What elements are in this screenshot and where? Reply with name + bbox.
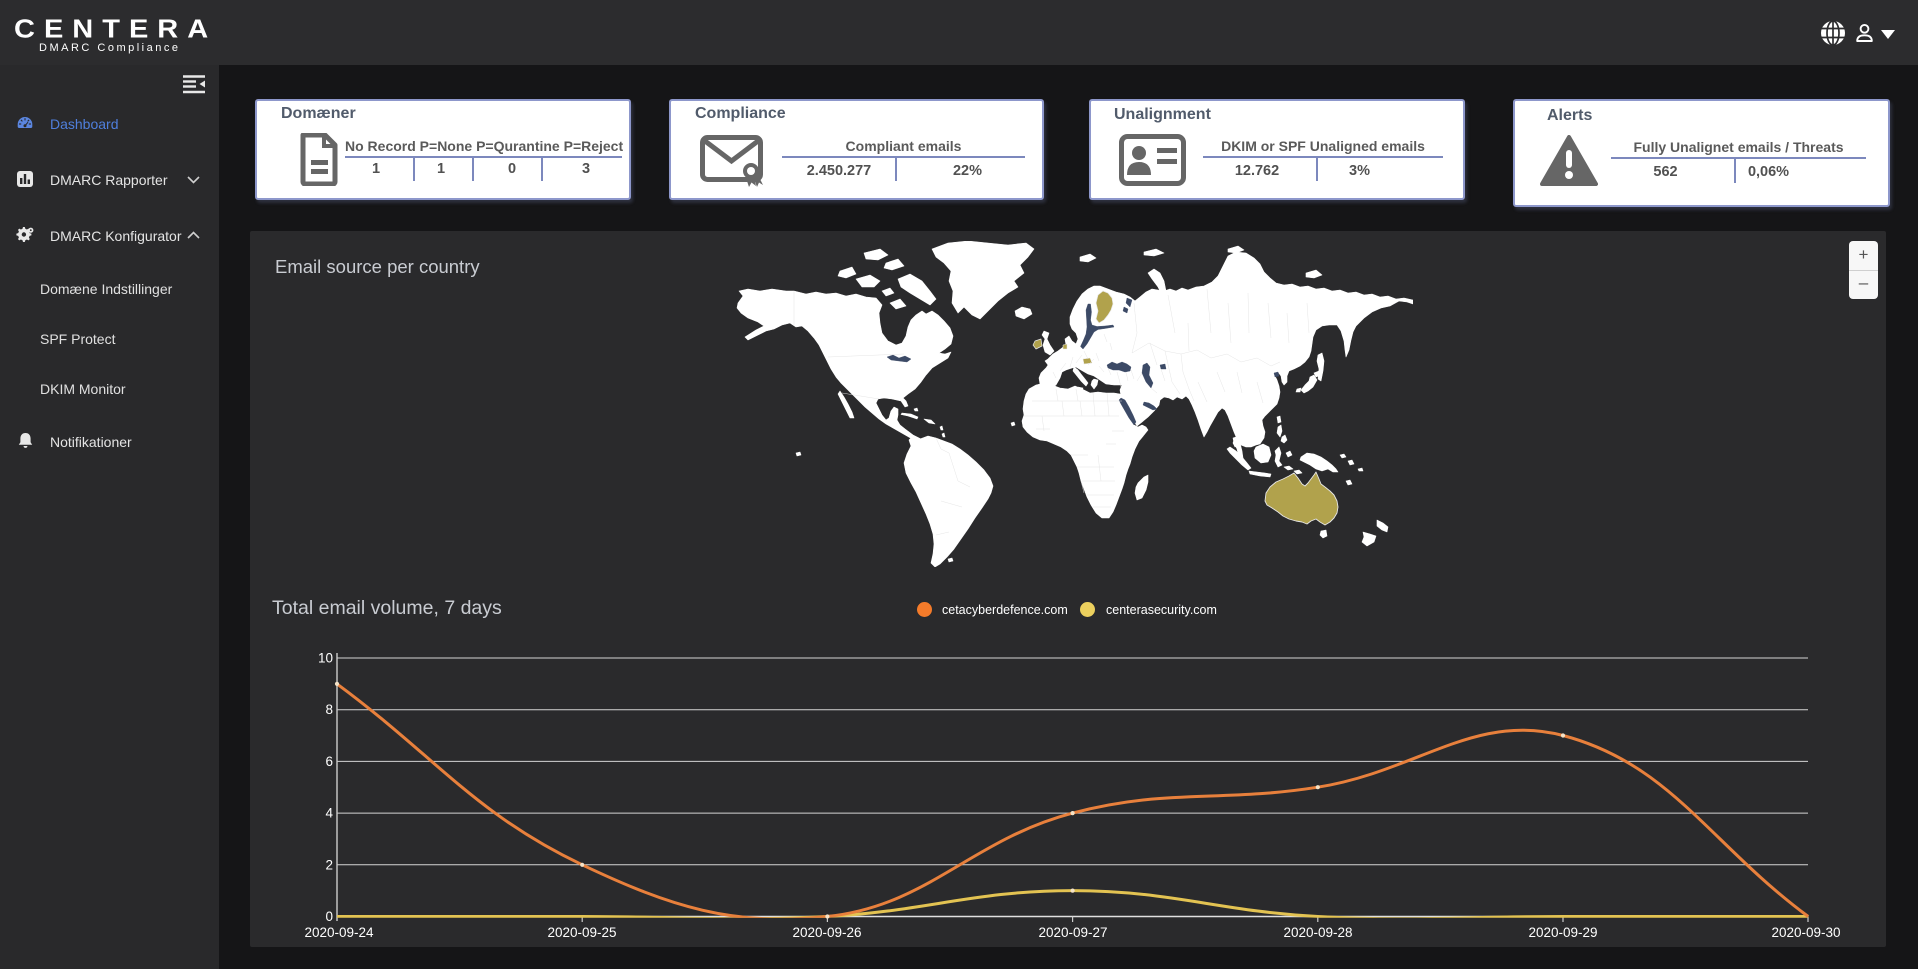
svg-text:2020-09-30: 2020-09-30 [1771,925,1840,940]
svg-text:2020-09-27: 2020-09-27 [1038,925,1107,940]
svg-text:2020-09-26: 2020-09-26 [792,925,861,940]
svg-text:6: 6 [325,754,333,769]
svg-text:2020-09-28: 2020-09-28 [1283,925,1352,940]
svg-text:2020-09-25: 2020-09-25 [547,925,616,940]
svg-text:8: 8 [325,702,333,717]
svg-text:4: 4 [325,806,333,821]
svg-text:2020-09-29: 2020-09-29 [1528,925,1597,940]
svg-text:0: 0 [325,909,333,924]
svg-text:2: 2 [325,857,333,872]
svg-text:2020-09-24: 2020-09-24 [304,925,374,940]
svg-text:10: 10 [318,651,333,666]
